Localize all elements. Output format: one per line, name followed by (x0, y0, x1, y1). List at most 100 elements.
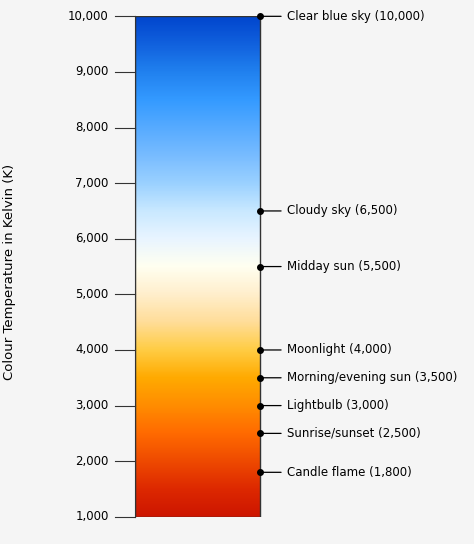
Bar (135, 491, 260, 492)
Bar (135, 407, 260, 409)
Bar (135, 363, 260, 364)
Bar (135, 487, 260, 489)
Bar (135, 449, 260, 450)
Bar (135, 61, 260, 62)
Bar (135, 255, 260, 256)
Text: Cloudy sky (6,500): Cloudy sky (6,500) (263, 205, 397, 218)
Bar (135, 496, 260, 497)
Bar (135, 435, 260, 436)
Bar (135, 256, 260, 257)
Bar (135, 212, 260, 213)
Bar (135, 371, 260, 372)
Bar (135, 105, 260, 106)
Bar (135, 289, 260, 290)
Bar (135, 501, 260, 502)
Bar (135, 103, 260, 104)
Bar (135, 388, 260, 389)
Bar (135, 358, 260, 359)
Bar (135, 114, 260, 115)
Bar (135, 287, 260, 288)
Bar (135, 376, 260, 378)
Bar (135, 374, 260, 375)
Bar (135, 450, 260, 451)
Bar (135, 273, 260, 274)
Bar (135, 52, 260, 53)
Bar (135, 417, 260, 418)
Bar (135, 494, 260, 495)
Bar (135, 299, 260, 300)
Bar (135, 243, 260, 244)
Bar (135, 50, 260, 51)
Bar (135, 415, 260, 416)
Bar (135, 328, 260, 329)
Bar (135, 469, 260, 470)
Bar (135, 483, 260, 484)
Bar (135, 59, 260, 60)
Bar (135, 365, 260, 366)
Bar (135, 286, 260, 287)
Bar (135, 302, 260, 303)
Bar (135, 478, 260, 479)
Bar (135, 151, 260, 152)
Bar (135, 158, 260, 159)
Bar (135, 428, 260, 429)
Bar (135, 481, 260, 482)
Bar (135, 470, 260, 471)
Bar (135, 459, 260, 460)
Bar (135, 335, 260, 336)
Bar (135, 220, 260, 221)
Bar (135, 381, 260, 382)
Bar (135, 284, 260, 285)
Bar (135, 474, 260, 475)
Bar (135, 320, 260, 321)
Text: 1,000: 1,000 (75, 510, 109, 523)
Bar (135, 432, 260, 434)
Bar (135, 67, 260, 68)
Bar (135, 236, 260, 237)
Bar (135, 18, 260, 19)
Bar (135, 367, 260, 368)
Bar (135, 285, 260, 286)
Bar (135, 82, 260, 83)
Bar (135, 467, 260, 468)
Bar (135, 41, 260, 42)
Bar (135, 30, 260, 32)
Bar (135, 16, 260, 517)
Bar (135, 137, 260, 138)
Bar (135, 239, 260, 240)
Bar (135, 65, 260, 66)
Bar (135, 503, 260, 504)
Bar (135, 443, 260, 444)
Bar (135, 153, 260, 154)
Bar (135, 425, 260, 426)
Bar (135, 83, 260, 84)
Bar (135, 250, 260, 251)
Bar (135, 396, 260, 397)
Bar (135, 457, 260, 458)
Bar (135, 329, 260, 330)
Bar (135, 446, 260, 447)
Bar (135, 86, 260, 87)
Bar (135, 261, 260, 262)
Bar (135, 100, 260, 101)
Bar (135, 437, 260, 438)
Bar (135, 132, 260, 133)
Bar (135, 310, 260, 311)
Bar (135, 150, 260, 151)
Bar (135, 77, 260, 78)
Bar (135, 441, 260, 442)
Bar (135, 175, 260, 176)
Bar (135, 29, 260, 30)
Bar (135, 336, 260, 337)
Bar (135, 475, 260, 476)
Bar (135, 344, 260, 345)
Bar (135, 160, 260, 162)
Bar (135, 225, 260, 226)
Bar (135, 401, 260, 403)
Bar (135, 223, 260, 224)
Bar (135, 222, 260, 223)
Bar (135, 193, 260, 194)
Bar (135, 174, 260, 175)
Bar (135, 37, 260, 38)
Bar (135, 278, 260, 279)
